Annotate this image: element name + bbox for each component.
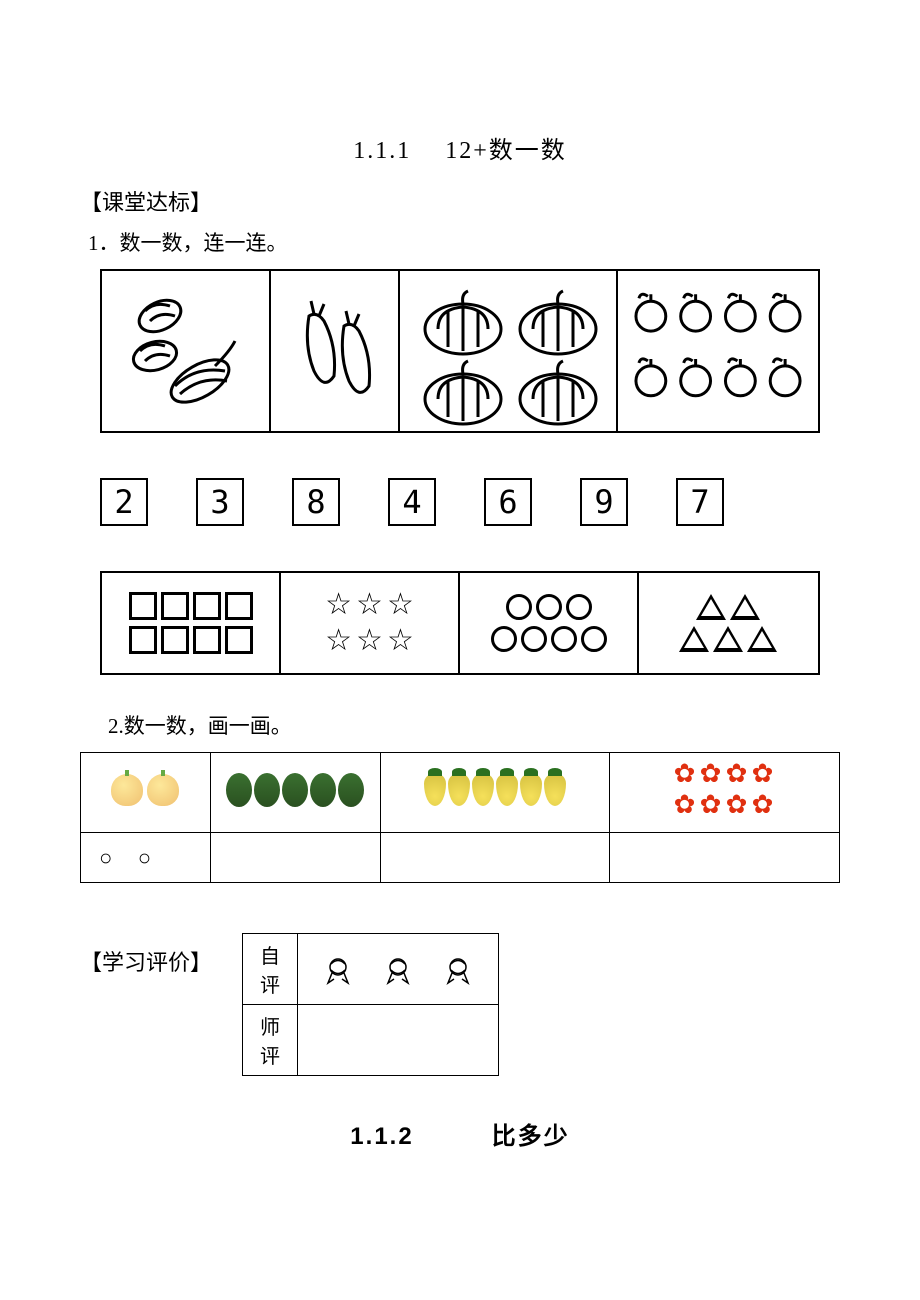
page-title-2: 1.1.2 比多少 bbox=[80, 1116, 840, 1151]
number-box-9: 9 bbox=[580, 478, 628, 526]
eval-self-stars[interactable] bbox=[298, 934, 499, 1005]
eggplants-icon bbox=[279, 286, 389, 416]
cell-peaches bbox=[81, 753, 211, 833]
cell-stars: ☆☆☆ ☆☆☆ bbox=[281, 573, 460, 673]
evaluation-header: 【学习评价】 bbox=[80, 945, 212, 977]
cell-flowers bbox=[610, 753, 840, 833]
question-1: 1．数一数，连一连。 bbox=[88, 227, 840, 257]
eval-teacher-label: 师评 bbox=[243, 1005, 298, 1076]
number-box-4: 4 bbox=[388, 478, 436, 526]
cell-squares bbox=[102, 573, 281, 673]
section-header: 【课堂达标】 bbox=[80, 185, 840, 217]
answer-flowers[interactable] bbox=[610, 833, 840, 883]
cell-eggplants bbox=[271, 271, 400, 431]
exercise1-top-grid bbox=[100, 269, 820, 433]
question-2: 2.数一数，画一画。 bbox=[108, 710, 840, 740]
answer-melons[interactable] bbox=[210, 833, 380, 883]
eval-self-label: 自评 bbox=[243, 934, 298, 1005]
page-title: 1.1.1 12+数一数 bbox=[80, 130, 840, 165]
cell-triangles bbox=[639, 573, 818, 673]
number-box-2: 2 bbox=[100, 478, 148, 526]
number-box-7: 7 bbox=[676, 478, 724, 526]
cell-vegetables bbox=[102, 271, 271, 431]
exercise1-bottom-grid: ☆☆☆ ☆☆☆ bbox=[100, 571, 820, 675]
answer-peaches[interactable]: ○ ○ bbox=[81, 833, 211, 883]
cell-circles bbox=[460, 573, 639, 673]
ribbon-icons bbox=[308, 953, 488, 985]
eval-teacher-cell[interactable] bbox=[298, 1005, 499, 1076]
cell-apples bbox=[618, 271, 818, 431]
cell-pears bbox=[380, 753, 610, 833]
number-box-3: 3 bbox=[196, 478, 244, 526]
number-box-8: 8 bbox=[292, 478, 340, 526]
answer-pears[interactable] bbox=[380, 833, 610, 883]
vegetables-icon bbox=[115, 286, 255, 416]
number-box-6: 6 bbox=[484, 478, 532, 526]
evaluation-section: 【学习评价】 自评 师评 bbox=[80, 933, 840, 1076]
apples-icon bbox=[626, 281, 810, 421]
cell-melons bbox=[210, 753, 380, 833]
pumpkins-icon bbox=[408, 279, 608, 429]
number-row: 2384697 bbox=[100, 478, 840, 526]
cell-pumpkins bbox=[400, 271, 618, 431]
fruit-table: ○ ○ bbox=[80, 752, 840, 883]
evaluation-table: 自评 师评 bbox=[242, 933, 499, 1076]
